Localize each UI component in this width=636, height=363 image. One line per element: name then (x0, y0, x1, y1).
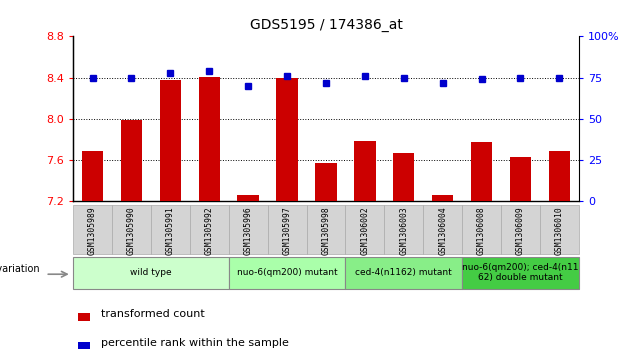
Bar (121, 120, 142, 201)
Text: nuo-6(qm200); ced-4(n11
62) double mutant: nuo-6(qm200); ced-4(n11 62) double mutan… (462, 263, 579, 282)
Bar (384, 205, 423, 254)
Text: GSM1305989: GSM1305989 (88, 207, 97, 255)
Text: GSM1305990: GSM1305990 (127, 207, 136, 255)
Bar (471, 142, 492, 201)
Text: GSM1305996: GSM1305996 (244, 207, 252, 255)
Bar (151, 205, 190, 254)
Text: GSM1306004: GSM1306004 (438, 207, 447, 255)
Text: GSM1306008: GSM1306008 (477, 207, 486, 255)
Bar (78, 313, 90, 321)
Bar (345, 257, 462, 289)
Bar (73, 205, 112, 254)
Text: percentile rank within the sample: percentile rank within the sample (101, 338, 289, 348)
Bar (509, 157, 531, 201)
Bar (354, 140, 375, 201)
Bar (549, 151, 570, 201)
Text: GSM1305997: GSM1305997 (282, 207, 291, 255)
Text: GSM1305992: GSM1305992 (205, 207, 214, 255)
Bar (393, 153, 415, 201)
Bar (82, 151, 103, 201)
Text: transformed count: transformed count (101, 309, 205, 319)
Bar (423, 205, 462, 254)
Bar (501, 205, 540, 254)
Bar (160, 79, 181, 201)
Bar (229, 257, 345, 289)
Text: GSM1305998: GSM1305998 (321, 207, 331, 255)
Bar (73, 257, 229, 289)
Text: nuo-6(qm200) mutant: nuo-6(qm200) mutant (237, 268, 337, 277)
Bar (190, 205, 229, 254)
Bar (237, 195, 259, 201)
Bar (198, 77, 220, 201)
Bar (462, 205, 501, 254)
Bar (315, 163, 336, 201)
Title: GDS5195 / 174386_at: GDS5195 / 174386_at (249, 19, 403, 33)
Bar (112, 205, 151, 254)
Text: GSM1306010: GSM1306010 (555, 207, 563, 255)
Text: GSM1306003: GSM1306003 (399, 207, 408, 255)
Bar (307, 205, 345, 254)
Bar (345, 205, 384, 254)
Text: GSM1306002: GSM1306002 (361, 207, 370, 255)
Text: genotype/variation: genotype/variation (0, 264, 40, 274)
Bar (462, 257, 579, 289)
Text: GSM1305991: GSM1305991 (166, 207, 175, 255)
Text: ced-4(n1162) mutant: ced-4(n1162) mutant (356, 268, 452, 277)
Bar (277, 78, 298, 201)
Bar (432, 195, 453, 201)
Bar (78, 342, 90, 350)
Bar (540, 205, 579, 254)
Text: GSM1306009: GSM1306009 (516, 207, 525, 255)
Bar (229, 205, 268, 254)
Bar (268, 205, 307, 254)
Text: wild type: wild type (130, 268, 172, 277)
